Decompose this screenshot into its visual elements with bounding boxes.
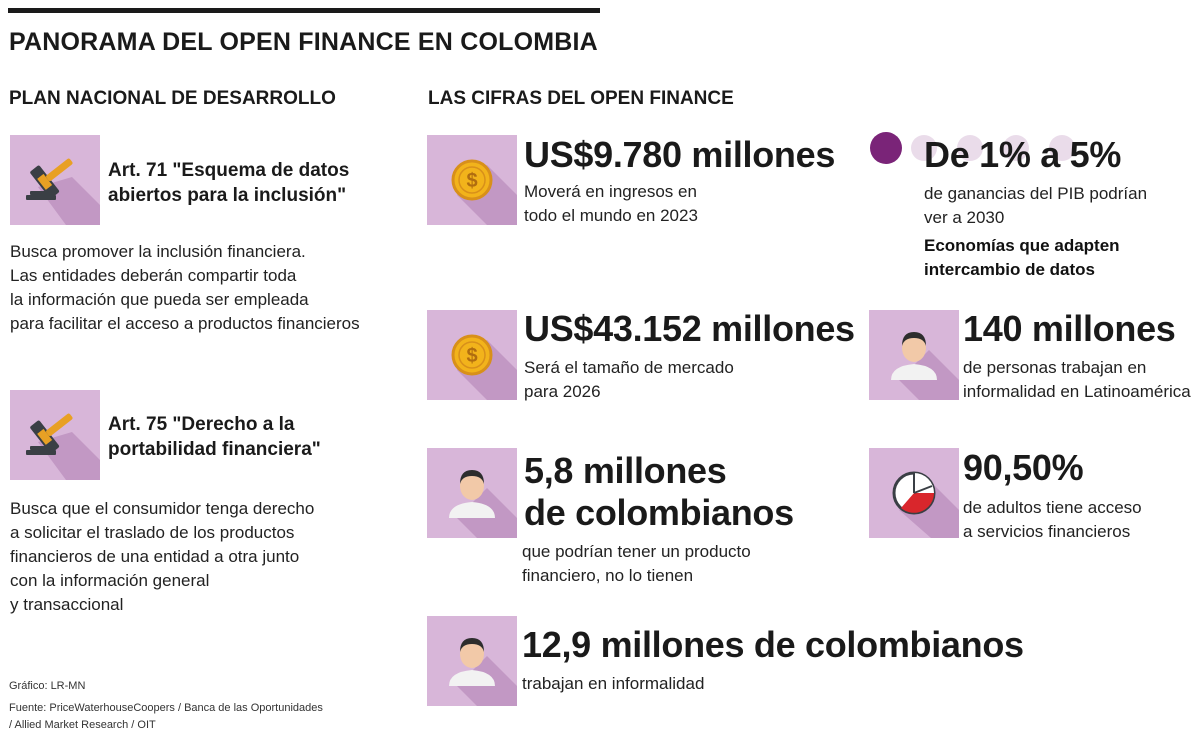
svg-text:$: $: [466, 170, 477, 192]
stat-value-revenue-2023: US$9.780 millones: [524, 134, 836, 175]
coin-icon: $: [427, 135, 517, 225]
stat-value-gdp-gains: De 1% a 5%: [924, 134, 1122, 175]
stat-value-unbanked: 5,8 millones de colombianos: [524, 450, 794, 533]
dots-icon: [868, 130, 918, 166]
article-75-body: Busca que el consumidor tenga derecho a …: [10, 499, 315, 614]
right-section-heading: LAS CIFRAS DEL OPEN FINANCE: [428, 88, 734, 109]
top-rule: [8, 8, 600, 13]
credits-grafico: Gráfico: LR-MN: [9, 680, 86, 692]
svg-text:$: $: [466, 345, 477, 367]
gavel-icon: [10, 390, 100, 480]
page-title: PANORAMA DEL OPEN FINANCE EN COLOMBIA: [9, 28, 598, 56]
dots-row: [910, 130, 1100, 166]
gavel-icon: [10, 135, 100, 225]
stat-desc-informal-colombia: trabajan en informalidad: [522, 674, 705, 693]
article-75-title: Art. 75 "Derecho a la portabilidad finan…: [108, 414, 321, 460]
stat-desc-unbanked: que podrían tener un producto financiero…: [522, 542, 751, 585]
stat-value-market-2026: US$43.152 millones: [524, 308, 855, 349]
stat-value-informal-latam: 140 millones: [963, 308, 1176, 349]
stat-desc-informal-latam: de personas trabajan en informalidad en …: [963, 358, 1191, 401]
credits-fuente: Fuente: PriceWaterhouseCoopers / Banca d…: [9, 702, 323, 731]
stat-desc-market-2026: Será el tamaño de mercado para 2026: [524, 358, 734, 401]
stat-desc-financial-access: de adultos tiene acceso a servicios fina…: [963, 498, 1142, 541]
stat-note-gdp-gains: Economías que adapten intercambio de dat…: [924, 236, 1120, 279]
article-71-title: Art. 71 "Esquema de datos abiertos para …: [108, 160, 350, 206]
pie-icon: [869, 448, 959, 538]
stat-desc-gdp-gains: de ganancias del PIB podrían ver a 2030: [924, 184, 1148, 227]
stat-value-financial-access: 90,50%: [963, 447, 1084, 488]
article-71-body: Busca promover la inclusión financiera. …: [10, 242, 360, 333]
stat-value-informal-colombia: 12,9 millones de colombianos: [522, 624, 1024, 665]
coin-icon: $: [427, 310, 517, 400]
person-icon: [869, 310, 959, 400]
left-section-heading: PLAN NACIONAL DE DESARROLLO: [9, 88, 336, 109]
stat-desc-revenue-2023: Moverá en ingresos en todo el mundo en 2…: [524, 182, 698, 225]
person-icon: [427, 448, 517, 538]
person-icon: [427, 616, 517, 706]
